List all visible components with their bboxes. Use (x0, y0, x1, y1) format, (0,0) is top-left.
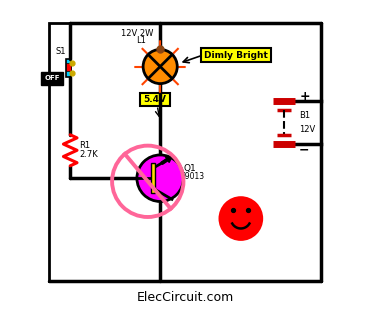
Text: −: − (299, 144, 310, 157)
Text: Q1: Q1 (184, 164, 196, 173)
Text: OFF: OFF (45, 75, 60, 81)
Text: L1: L1 (136, 36, 146, 45)
Text: 12V 2W: 12V 2W (121, 29, 153, 38)
Text: R1: R1 (79, 141, 90, 150)
Text: S1: S1 (56, 47, 66, 55)
FancyBboxPatch shape (151, 163, 155, 193)
FancyBboxPatch shape (41, 72, 63, 85)
Text: 12V: 12V (299, 125, 315, 134)
FancyBboxPatch shape (65, 59, 71, 77)
Text: Dimly Bright: Dimly Bright (204, 51, 268, 59)
FancyBboxPatch shape (201, 48, 271, 62)
Circle shape (137, 155, 184, 202)
Text: 2.7K: 2.7K (79, 150, 98, 158)
FancyBboxPatch shape (65, 64, 71, 71)
FancyBboxPatch shape (48, 23, 322, 280)
FancyArrow shape (161, 156, 172, 164)
Text: B1: B1 (299, 111, 310, 120)
Text: +: + (299, 90, 310, 102)
Text: 5.4V: 5.4V (144, 95, 166, 104)
Text: S9013: S9013 (180, 172, 205, 181)
Circle shape (219, 196, 263, 241)
Circle shape (143, 49, 177, 84)
Text: ElecCircuit.com: ElecCircuit.com (137, 291, 233, 304)
FancyBboxPatch shape (140, 93, 170, 106)
